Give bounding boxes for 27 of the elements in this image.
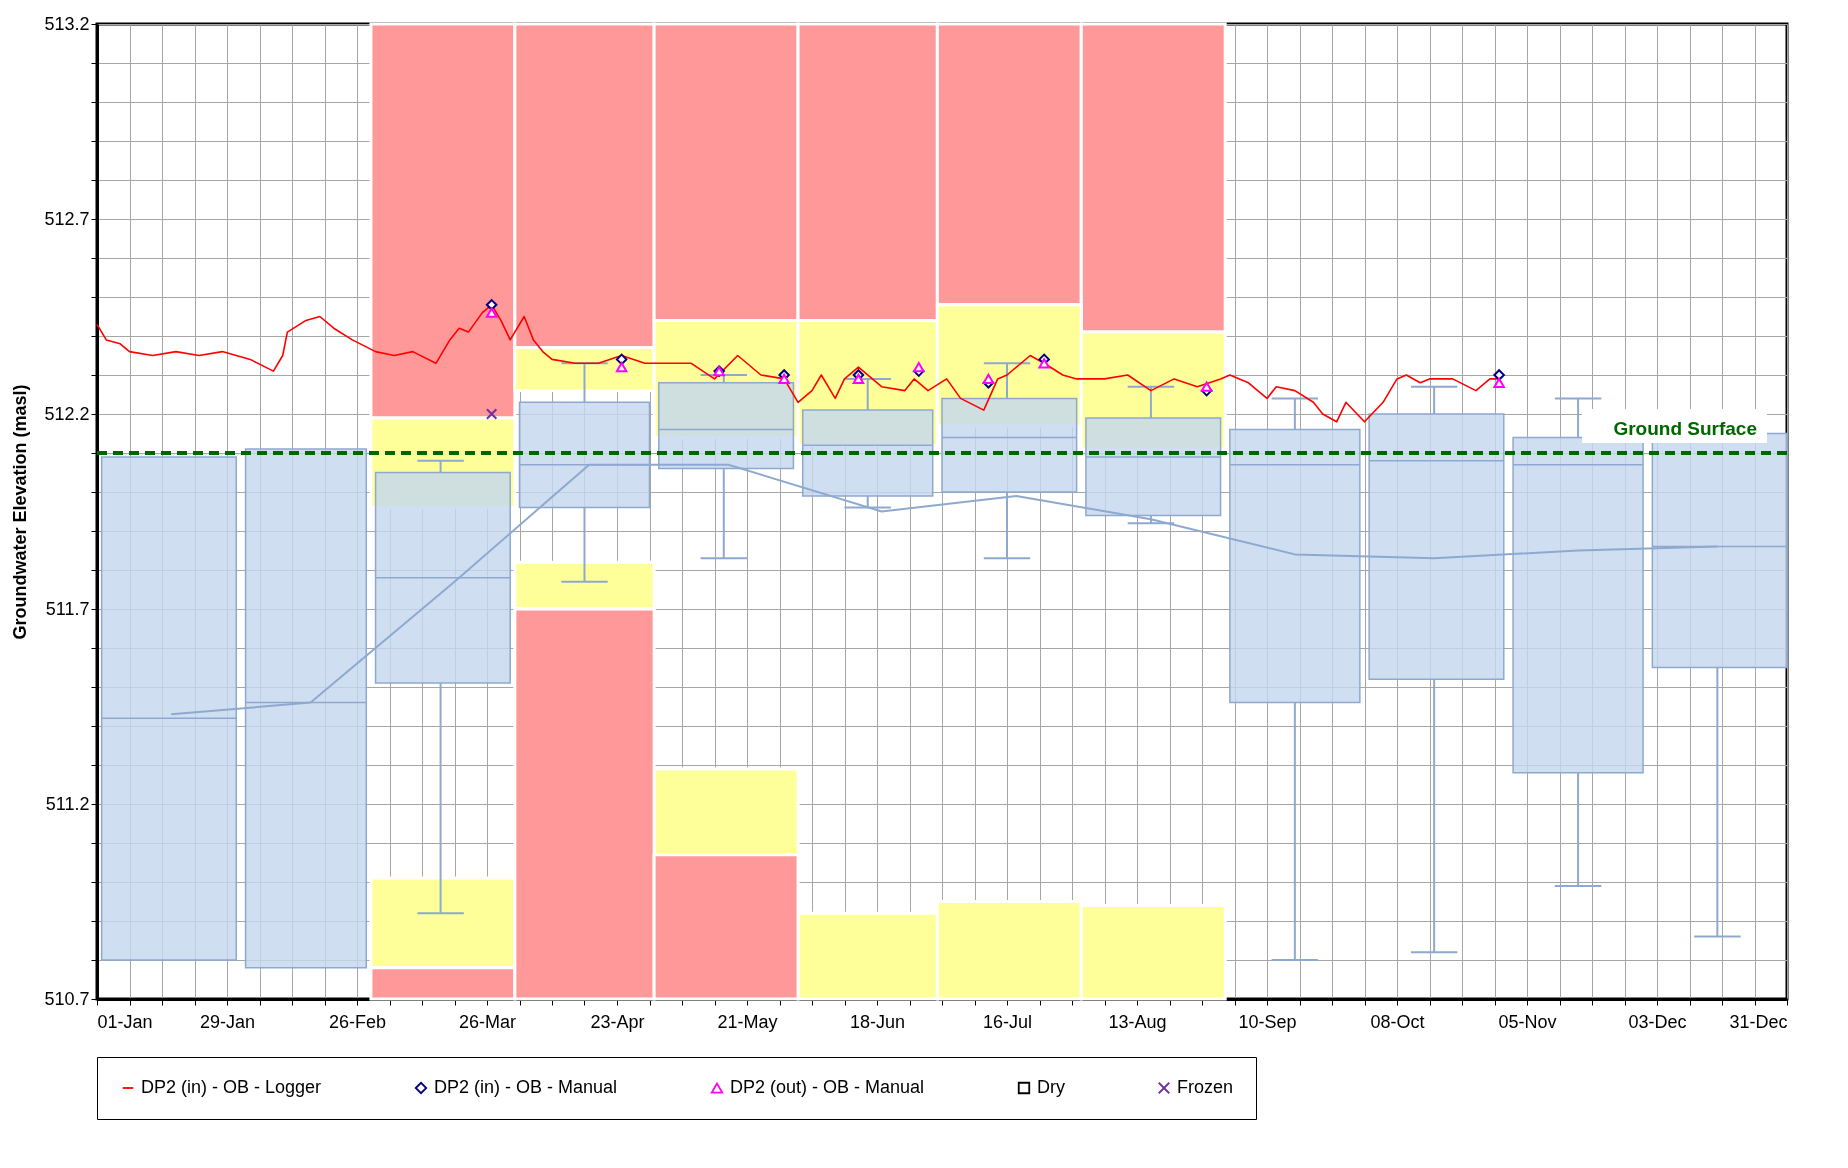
x-tick-label: 16-Jul: [982, 1011, 1033, 1032]
legend-label: Frozen: [1177, 1077, 1234, 1097]
x-tick-label: 21-May: [717, 1011, 778, 1032]
x-tick-label: 23-Apr: [590, 1011, 645, 1032]
legend-label: Dry: [1037, 1077, 1065, 1097]
y-tick-label: 510.7: [44, 988, 90, 1009]
y-axis-title: Groundwater Elevation (masl): [10, 384, 31, 640]
x-tick-label: 08-Oct: [1370, 1011, 1425, 1032]
x-tick-label: 10-Sep: [1238, 1011, 1297, 1032]
x-tick-label: 13-Aug: [1108, 1011, 1167, 1032]
x-tick-label: 26-Feb: [328, 1011, 387, 1032]
y-tick-label: 511.2: [45, 793, 90, 814]
y-tick-label: 511.7: [45, 598, 90, 619]
legend-label: DP2 (out) - OB - Manual: [730, 1077, 925, 1097]
legend-label: DP2 (in) - OB - Manual: [434, 1077, 618, 1097]
x-tick-label: 31-Dec: [1729, 1011, 1788, 1032]
x-tick-label: 26-Mar: [458, 1011, 517, 1032]
y-tick-label: 512.2: [44, 403, 90, 424]
x-tick-label: 18-Jun: [849, 1011, 906, 1032]
x-tick-label: 01-Jan: [97, 1011, 153, 1032]
x-tick-label: 29-Jan: [199, 1011, 256, 1032]
x-tick-label: 03-Dec: [1628, 1011, 1687, 1032]
y-tick-label: 513.2: [44, 13, 90, 34]
ref-line-label: Ground Surface: [1613, 418, 1757, 439]
legend-label: DP2 (in) - OB - Logger: [141, 1077, 322, 1097]
x-tick-label: 05-Nov: [1498, 1011, 1557, 1032]
y-tick-label: 512.7: [44, 208, 90, 229]
